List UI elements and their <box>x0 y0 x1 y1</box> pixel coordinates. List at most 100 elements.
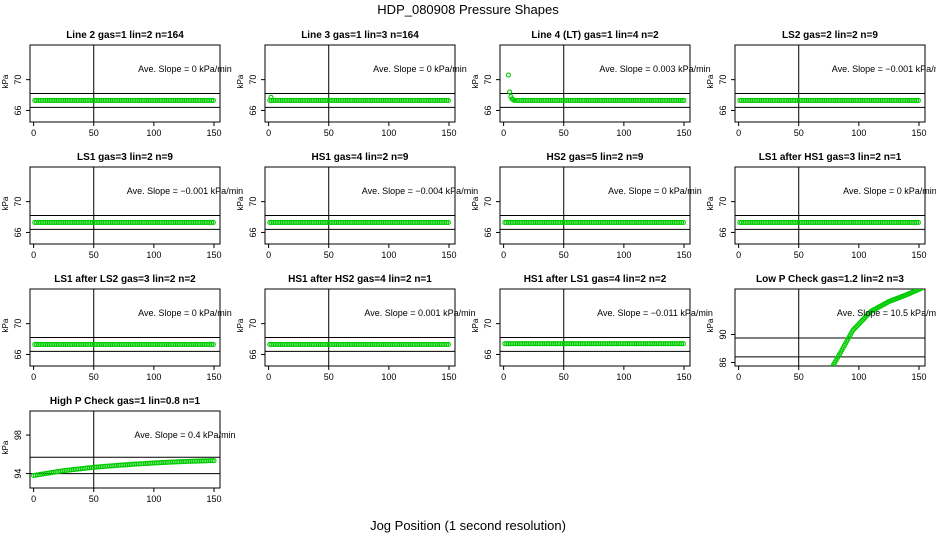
slope-annotation: Ave. Slope = 0.001 kPa/min <box>364 308 475 318</box>
panel-8: LS1 after HS1 gas=3 lin=2 n=1 0 50 100 150 66… <box>706 152 936 260</box>
y-tick-label: 70 <box>718 197 728 207</box>
panel-title: Line 3 gas=1 lin=3 n=164 <box>301 30 419 41</box>
y-axis-label: kPa <box>236 318 245 332</box>
y-tick-label: 70 <box>718 75 728 85</box>
y-tick-label: 70 <box>13 75 23 85</box>
panel-13: High P Check gas=1 lin=0.8 n=1 0 50 100 150 9… <box>1 396 236 504</box>
data-point <box>829 364 835 366</box>
y-tick-label: 66 <box>483 227 493 237</box>
x-tick-label: 100 <box>616 128 631 138</box>
x-tick-label: 50 <box>794 250 804 260</box>
x-tick-label: 150 <box>911 372 926 382</box>
slope-annotation: Ave. Slope = −0.004 kPa/min <box>362 186 478 196</box>
data-points <box>505 72 687 103</box>
panel-9: LS1 after LS2 gas=3 lin=2 n=2 0 50 100 150 66… <box>1 274 232 382</box>
y-tick-label: 66 <box>248 105 258 115</box>
y-tick-label: 66 <box>248 227 258 237</box>
data-points <box>267 219 451 225</box>
plot-frame <box>29 166 221 245</box>
data-point <box>445 341 451 347</box>
slope-annotation: Ave. Slope = 10.5 kPa/min <box>837 308 936 318</box>
y-axis-label: kPa <box>1 318 10 332</box>
data-point <box>505 72 511 78</box>
data-point <box>211 458 217 464</box>
slope-annotation: Ave. Slope = 0.4 kPa/min <box>134 430 235 440</box>
x-tick-label: 100 <box>381 128 396 138</box>
data-point <box>444 219 450 225</box>
data-point <box>209 97 215 103</box>
x-tick-label: 50 <box>794 128 804 138</box>
panel-title: Low P Check gas=1.2 lin=2 n=3 <box>756 274 904 285</box>
data-point <box>209 458 215 464</box>
y-axis-label: kPa <box>236 196 245 210</box>
x-tick-label: 0 <box>501 250 506 260</box>
panel-3: Line 4 (LT) gas=1 lin=4 n=2 0 50 100 150 66 70… <box>471 30 711 138</box>
y-tick-label: 86 <box>718 357 728 367</box>
panel-title: High P Check gas=1 lin=0.8 n=1 <box>50 396 201 407</box>
x-tick-label: 50 <box>559 372 569 382</box>
panel-title: Line 4 (LT) gas=1 lin=4 n=2 <box>531 30 659 41</box>
x-tick-label: 150 <box>676 372 691 382</box>
data-point <box>445 219 451 225</box>
panel-title: LS1 after LS2 gas=3 lin=2 n=2 <box>54 274 196 285</box>
x-tick-label: 100 <box>381 250 396 260</box>
y-tick-label: 70 <box>13 197 23 207</box>
x-tick-label: 150 <box>206 250 221 260</box>
plot-frame <box>29 44 221 123</box>
y-axis-label: kPa <box>471 318 480 332</box>
data-points <box>737 219 921 225</box>
panel-5: LS1 gas=3 lin=2 n=90 50 100 1506670kPaAve. … <box>1 152 243 260</box>
panel-title: LS1 after HS1 gas=3 lin=2 n=1 <box>759 152 902 163</box>
slope-annotation: Ave. Slope = 0 kPa/min <box>608 186 702 196</box>
slope-annotation: Ave. Slope = 0 kPa/min <box>373 64 467 74</box>
slope-annotation: Ave. Slope = −0.001 kPa/min <box>832 64 936 74</box>
y-axis-label: kPa <box>236 74 245 88</box>
data-point <box>445 97 451 103</box>
panel-10: HS1 after HS2 gas=4 lin=2 n=1 0 50 100 150 66… <box>236 274 476 382</box>
y-tick-label: 70 <box>248 319 258 329</box>
data-point <box>914 97 920 103</box>
y-tick-label: 90 <box>718 329 728 339</box>
plot-frame <box>29 288 221 367</box>
x-tick-label: 50 <box>559 250 569 260</box>
x-tick-label: 150 <box>911 250 926 260</box>
data-point <box>681 97 687 103</box>
plot-frame <box>264 44 456 123</box>
data-point <box>444 341 450 347</box>
y-tick-label: 66 <box>483 105 493 115</box>
y-tick-label: 66 <box>13 227 23 237</box>
panel-2: Line 3 gas=1 lin=3 n=164 0 50 100 150 66 70kPa… <box>236 30 467 138</box>
y-axis-label: kPa <box>471 74 480 88</box>
plot-frame <box>264 288 456 367</box>
data-point <box>210 341 216 347</box>
slope-annotation: Ave. Slope = 0.003 kPa/min <box>599 64 710 74</box>
y-tick-label: 70 <box>483 319 493 329</box>
plot-frame <box>29 410 221 489</box>
y-tick-label: 66 <box>483 349 493 359</box>
x-tick-label: 0 <box>736 372 741 382</box>
y-tick-label: 98 <box>13 430 23 440</box>
data-points <box>829 289 924 366</box>
plot-frame <box>499 288 691 367</box>
x-tick-label: 150 <box>441 372 456 382</box>
x-tick-label: 150 <box>206 494 221 504</box>
data-point <box>679 219 685 225</box>
x-tick-label: 150 <box>911 128 926 138</box>
x-tick-label: 100 <box>381 372 396 382</box>
data-points <box>737 97 921 103</box>
data-point <box>209 219 215 225</box>
panel-1: Line 2 gas=1 lin=2 n=164 0 50 100 150 66 70kPa… <box>1 30 232 138</box>
y-tick-label: 66 <box>248 349 258 359</box>
x-tick-label: 100 <box>616 372 631 382</box>
data-point <box>679 97 685 103</box>
x-tick-label: 100 <box>146 250 161 260</box>
slope-annotation: Ave. Slope = 0 kPa/min <box>138 308 232 318</box>
x-tick-label: 50 <box>324 250 334 260</box>
data-points <box>502 341 686 347</box>
y-tick-label: 70 <box>248 197 258 207</box>
x-tick-label: 100 <box>851 372 866 382</box>
slope-annotation: Ave. Slope = 0 kPa/min <box>843 186 936 196</box>
data-point <box>679 341 685 347</box>
x-tick-label: 50 <box>324 372 334 382</box>
